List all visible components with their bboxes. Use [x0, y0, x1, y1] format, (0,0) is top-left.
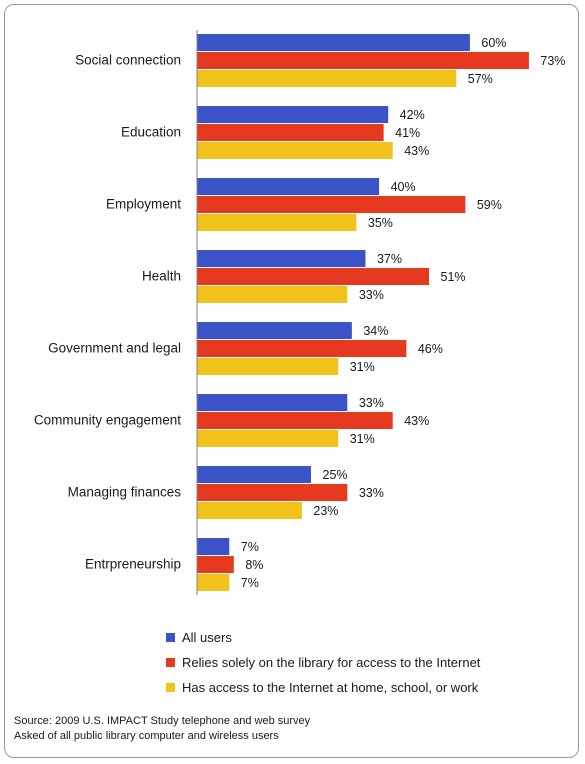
- data-label: 7%: [241, 540, 259, 554]
- legend-item-has-access: Has access to the Internet at home, scho…: [166, 675, 480, 700]
- data-label: 43%: [404, 144, 429, 158]
- data-label: 40%: [391, 180, 416, 194]
- legend-item-relies-solely: Relies solely on the library for access …: [166, 650, 480, 675]
- bar: [197, 466, 311, 483]
- bar: [197, 412, 393, 429]
- data-label: 33%: [359, 396, 384, 410]
- bar: [197, 286, 348, 303]
- data-label: 31%: [350, 432, 375, 446]
- bar: [197, 358, 339, 375]
- category-label: Entrpreneurship: [85, 557, 181, 572]
- bar: [197, 34, 470, 51]
- source-note: Source: 2009 U.S. IMPACT Study telephone…: [14, 714, 310, 744]
- bar: [197, 106, 389, 123]
- bar: [197, 394, 348, 411]
- category-label: Social connection: [75, 53, 181, 68]
- data-label: 37%: [377, 252, 402, 266]
- legend-label: Relies solely on the library for access …: [182, 655, 481, 670]
- data-label: 23%: [313, 504, 338, 518]
- bar: [197, 322, 352, 339]
- bar: [197, 142, 393, 159]
- bar: [197, 340, 407, 357]
- data-label: 33%: [359, 288, 384, 302]
- bar: [197, 574, 230, 591]
- data-label: 7%: [241, 576, 259, 590]
- data-label: 73%: [540, 54, 565, 68]
- data-label: 8%: [245, 558, 263, 572]
- data-label: 57%: [468, 72, 493, 86]
- legend-label: Has access to the Internet at home, scho…: [182, 680, 479, 695]
- bar: [197, 196, 466, 213]
- data-label: 34%: [363, 324, 388, 338]
- bar: [197, 556, 234, 573]
- category-label: Health: [142, 269, 181, 284]
- data-label: 42%: [400, 108, 425, 122]
- bar: [197, 268, 430, 285]
- category-label: Government and legal: [48, 341, 181, 356]
- data-label: 33%: [359, 486, 384, 500]
- data-label: 51%: [441, 270, 466, 284]
- source-line: Source: 2009 U.S. IMPACT Study telephone…: [14, 715, 311, 727]
- bar: [197, 214, 357, 231]
- bar: [197, 70, 457, 87]
- data-label: 35%: [368, 216, 393, 230]
- legend-swatch: [166, 633, 175, 642]
- legend-swatch: [166, 658, 175, 667]
- legend-label: All users: [182, 630, 232, 645]
- data-label: 43%: [404, 414, 429, 428]
- bar: [197, 52, 529, 69]
- bar: [197, 250, 366, 267]
- category-label: Community engagement: [34, 413, 181, 428]
- bar: [197, 178, 380, 195]
- data-label: 25%: [323, 468, 348, 482]
- bar: [197, 502, 302, 519]
- legend-swatch: [166, 683, 175, 692]
- data-label: 46%: [418, 342, 443, 356]
- category-label: Employment: [106, 197, 181, 212]
- data-label: 41%: [395, 126, 420, 140]
- bar: [197, 124, 384, 141]
- legend-item-all-users: All users: [166, 625, 480, 650]
- bar: [197, 484, 348, 501]
- source-line: Asked of all public library computer and…: [14, 730, 279, 742]
- data-label: 60%: [481, 36, 506, 50]
- bar: [197, 430, 339, 447]
- data-label: 59%: [477, 198, 502, 212]
- category-label: Education: [121, 125, 181, 140]
- data-label: 31%: [350, 360, 375, 374]
- category-label: Managing finances: [68, 485, 182, 500]
- legend: All users Relies solely on the library f…: [166, 625, 480, 700]
- bar: [197, 538, 230, 555]
- bar-chart: Social connection 60% 73% 57% Education 42% 41…: [34, 30, 565, 595]
